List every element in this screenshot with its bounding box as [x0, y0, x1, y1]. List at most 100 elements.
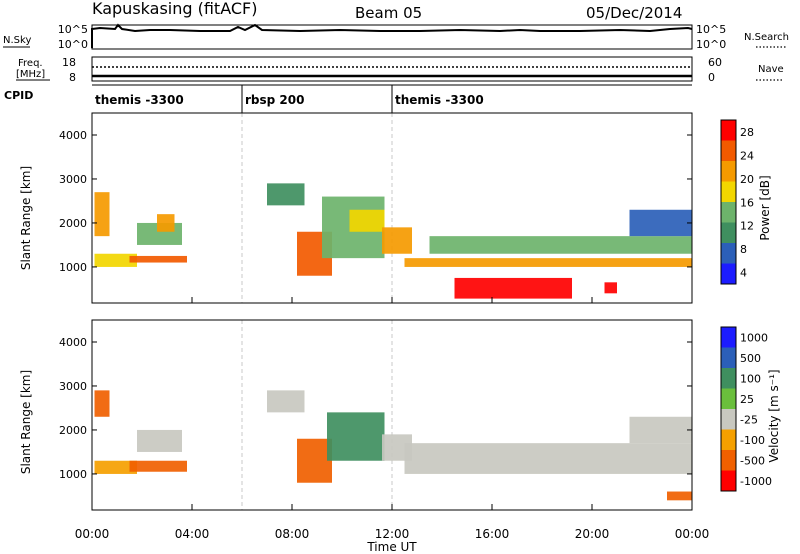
colorbar-swatch — [721, 327, 736, 348]
nave-tick-bottom: 0 — [708, 71, 715, 84]
scatter-region — [94, 192, 110, 237]
freq-tick-bottom: 8 — [69, 71, 76, 84]
cpid-row: CPID themis -3300 rbsp 200 themis -3300 — [4, 84, 692, 113]
velocity-ylabel: Slant Range [km] — [19, 370, 33, 474]
colorbar-tick-label: -25 — [740, 413, 758, 426]
y-tick-label: 3000 — [59, 380, 87, 393]
colorbar-tick-label: 28 — [740, 126, 754, 139]
cpid-segment-label: themis -3300 — [95, 93, 184, 107]
colorbar-swatch — [721, 243, 736, 264]
cpid-label: CPID — [4, 89, 33, 102]
freq-unit-label: [MHz] — [16, 69, 45, 80]
colorbar-swatch — [721, 347, 736, 368]
x-tick-label: 00:00 — [75, 527, 110, 541]
y-tick-label: 3000 — [59, 173, 87, 186]
colorbar-tick-label: -500 — [740, 454, 765, 467]
colorbar-tick-label: -100 — [740, 434, 765, 447]
scatter-region — [404, 258, 692, 267]
scatter-region — [327, 412, 385, 461]
colorbar-tick-label: 1000 — [740, 331, 768, 344]
scatter-region — [137, 429, 182, 452]
colorbar-swatch — [721, 263, 736, 284]
scatter-region — [629, 209, 692, 237]
x-tick-label: 12:00 — [375, 527, 410, 541]
freq-label: Freq. — [18, 58, 43, 69]
y-tick-label: 2000 — [59, 424, 87, 437]
beam-label: Beam 05 — [355, 4, 422, 22]
freq-tick-top: 18 — [62, 56, 76, 69]
nave-tick-top: 60 — [708, 56, 722, 69]
colorbar-swatch — [721, 409, 736, 430]
nsky-frame — [91, 24, 693, 50]
scatter-region — [454, 277, 572, 299]
scatter-region — [267, 183, 305, 206]
colorbar-swatch — [721, 120, 736, 141]
scatter-region — [297, 438, 332, 483]
scatter-region — [629, 416, 692, 444]
colorbar-tick-label: 24 — [740, 149, 754, 162]
nsearch-label: N.Search — [744, 32, 789, 43]
colorbar-tick-label: 20 — [740, 173, 754, 186]
colorbar-swatch — [721, 181, 736, 202]
y-tick-label: 1000 — [59, 261, 87, 274]
y-tick-label: 1000 — [59, 468, 87, 481]
colorbar-swatch — [721, 161, 736, 182]
colorbar-tick-label: -1000 — [740, 475, 772, 488]
scatter-region — [404, 443, 692, 474]
scatter-region — [129, 460, 187, 472]
scatter-region — [94, 253, 137, 267]
x-tick-label: 16:00 — [475, 527, 510, 541]
scatter-region — [429, 236, 692, 254]
scatter-region — [267, 390, 305, 413]
y-tick-label: 4000 — [59, 336, 87, 349]
scatter-region — [94, 390, 110, 417]
velocity-colorbar-label: Velocity [m s⁻¹] — [767, 369, 781, 462]
time-axis: 00:00 04:00 08:00 12:00 16:00 20:00 00:00 — [75, 297, 710, 541]
colorbar-tick-label: 500 — [740, 352, 761, 365]
scatter-region — [604, 282, 617, 294]
x-tick-label: 04:00 — [175, 527, 210, 541]
y-tick-label: 4000 — [59, 129, 87, 142]
station-title: Kapuskasing (fitACF) — [92, 0, 257, 18]
nsky-tick-bottom: 10^0 — [58, 38, 88, 51]
colorbar-swatch — [721, 368, 736, 389]
power-panel: 4000 3000 2000 1000 Slant Range [km] 28 24 20… — [19, 112, 772, 304]
colorbar-frame — [720, 119, 737, 285]
nsky-tick-top: 10^5 — [58, 23, 88, 36]
power-ylabel: Slant Range [km] — [19, 166, 33, 270]
scatter-region — [157, 214, 175, 232]
y-tick-label: 2000 — [59, 217, 87, 230]
cpid-segment-label: rbsp 200 — [245, 93, 304, 107]
nsearch-tick-top: 10^5 — [696, 23, 726, 36]
freq-frame — [91, 56, 693, 82]
power-colorbar-label: Power [dB] — [758, 175, 772, 240]
colorbar-swatch — [721, 140, 736, 161]
freq-panel: Freq. [MHz] 18 8 60 0 Nave — [16, 56, 784, 84]
colorbar-tick-label: 12 — [740, 220, 754, 233]
date-label: 05/Dec/2014 — [586, 4, 682, 22]
x-tick-label: 20:00 — [575, 527, 610, 541]
colorbar-frame — [720, 326, 737, 492]
colorbar-swatch — [721, 202, 736, 223]
time-axis-label: Time UT — [366, 540, 417, 554]
nsky-panel: N.Sky 10^5 10^0 10^5 10^0 N.Search — [3, 23, 789, 51]
scatter-region — [94, 460, 137, 474]
scatter-region — [349, 209, 385, 232]
nsearch-tick-bottom: 10^0 — [696, 38, 726, 51]
colorbar-tick-label: 4 — [740, 267, 747, 280]
colorbar-tick-label: 25 — [740, 393, 754, 406]
cpid-segment-label: themis -3300 — [395, 93, 484, 107]
colorbar-tick-label: 8 — [740, 243, 747, 256]
colorbar-swatch — [721, 429, 736, 450]
colorbar-swatch — [721, 388, 736, 409]
velocity-panel: 4000 3000 2000 1000 Slant Range [km] 1000 50… — [19, 319, 781, 511]
colorbar-swatch — [721, 450, 736, 471]
x-tick-label: 00:00 — [675, 527, 710, 541]
scatter-region — [129, 255, 187, 263]
colorbar-swatch — [721, 222, 736, 243]
x-tick-label: 08:00 — [275, 527, 310, 541]
nave-label: Nave — [758, 64, 784, 75]
colorbar-tick-label: 100 — [740, 372, 761, 385]
colorbar-tick-label: 16 — [740, 196, 754, 209]
nsky-label: N.Sky — [3, 35, 31, 46]
